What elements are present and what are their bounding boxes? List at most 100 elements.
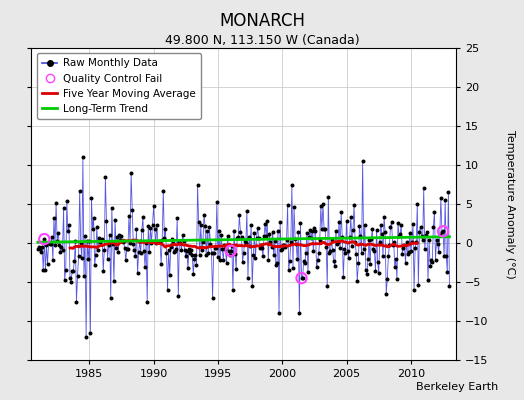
Point: [329, 247, 337, 253]
Point: [88, 195, 96, 201]
Point: [111, 217, 119, 223]
Point: [70, 258, 79, 264]
Point: [423, 229, 431, 236]
Point: [388, 242, 397, 248]
Point: [104, 242, 113, 248]
Point: [57, 243, 66, 250]
Point: [263, 217, 271, 224]
Point: [427, 257, 435, 263]
Point: [347, 214, 355, 220]
Point: [232, 266, 241, 272]
Point: [142, 240, 150, 247]
Point: [89, 226, 97, 232]
Point: [100, 247, 108, 253]
Point: [418, 232, 426, 239]
Point: [431, 256, 440, 263]
Point: [416, 224, 424, 230]
Point: [302, 250, 310, 256]
Point: [224, 248, 233, 254]
Point: [390, 264, 399, 271]
Point: [74, 253, 83, 259]
Point: [409, 220, 417, 227]
Point: [243, 208, 251, 214]
Point: [268, 228, 277, 235]
Point: [355, 223, 364, 229]
Point: [69, 268, 78, 275]
Point: [433, 241, 442, 248]
Point: [238, 259, 247, 265]
Point: [126, 240, 134, 246]
Point: [235, 212, 244, 218]
Point: [217, 232, 225, 238]
Point: [175, 239, 183, 245]
Point: [124, 245, 132, 252]
Point: [297, 275, 305, 281]
Point: [394, 220, 402, 226]
Point: [356, 232, 365, 239]
Point: [101, 174, 110, 180]
Point: [196, 222, 205, 228]
Point: [174, 293, 182, 300]
Point: [173, 215, 181, 221]
Point: [43, 260, 52, 267]
Point: [106, 294, 115, 301]
Point: [401, 260, 410, 266]
Point: [249, 252, 257, 258]
Point: [368, 226, 376, 232]
Point: [205, 224, 214, 230]
Point: [357, 250, 366, 256]
Point: [295, 310, 303, 316]
Point: [133, 270, 141, 277]
Point: [189, 271, 198, 278]
Point: [384, 253, 392, 260]
Point: [318, 226, 326, 232]
Point: [297, 275, 305, 281]
Point: [367, 236, 375, 242]
Point: [96, 239, 104, 246]
Point: [210, 250, 218, 256]
Point: [214, 254, 222, 261]
Point: [422, 232, 430, 238]
Point: [112, 245, 121, 252]
Point: [275, 310, 283, 316]
Point: [176, 240, 184, 246]
Point: [264, 256, 272, 263]
Point: [271, 262, 280, 268]
Point: [326, 248, 335, 254]
Point: [92, 252, 100, 258]
Point: [359, 246, 368, 253]
Point: [415, 229, 423, 235]
Point: [300, 258, 308, 264]
Point: [84, 256, 92, 262]
Point: [282, 237, 291, 243]
Point: [223, 233, 232, 239]
Point: [306, 226, 314, 233]
Point: [389, 238, 398, 245]
Point: [372, 268, 380, 274]
Point: [233, 235, 242, 242]
Point: [241, 238, 249, 244]
Point: [253, 234, 261, 241]
Point: [158, 237, 167, 243]
Point: [280, 241, 289, 248]
Point: [147, 239, 156, 246]
Point: [55, 242, 63, 248]
Point: [68, 267, 77, 274]
Point: [36, 246, 44, 252]
Point: [246, 243, 254, 250]
Point: [203, 228, 211, 234]
Point: [38, 244, 46, 250]
Point: [386, 224, 395, 230]
Point: [287, 239, 295, 246]
Text: Berkeley Earth: Berkeley Earth: [416, 382, 498, 392]
Point: [309, 248, 318, 254]
Y-axis label: Temperature Anomaly (°C): Temperature Anomaly (°C): [505, 130, 515, 278]
Point: [37, 248, 45, 255]
Point: [97, 237, 105, 244]
Point: [399, 245, 408, 251]
Point: [319, 201, 327, 207]
Point: [86, 330, 94, 336]
Point: [118, 238, 127, 245]
Point: [178, 232, 187, 239]
Point: [49, 256, 57, 263]
